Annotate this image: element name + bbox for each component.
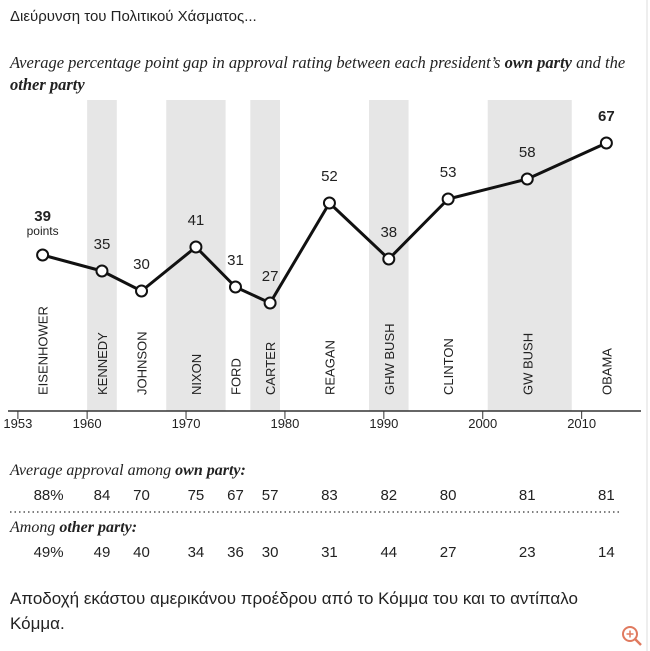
row-value: 31 (321, 544, 338, 561)
value-label: 27 (262, 268, 279, 285)
president-label: EISENHOWER (36, 306, 51, 395)
shaded-period (87, 100, 117, 411)
zoom-lens (622, 626, 638, 642)
data-point (382, 252, 396, 266)
chart-title: Διεύρυνση του Πολιτικού Χάσματος... (10, 8, 257, 25)
row-value: 83 (321, 487, 338, 504)
president-label: GW BUSH (520, 333, 535, 395)
chart-subtitle: Average percentage point gap in approval… (10, 52, 630, 96)
value-label: 39 (34, 208, 51, 225)
x-tick-label: 2010 (567, 416, 596, 431)
row-value: 80 (440, 487, 457, 504)
data-point (599, 136, 613, 150)
shaded-period (487, 100, 572, 411)
value-label: 53 (440, 164, 457, 181)
value-label: 35 (94, 236, 111, 253)
x-tick-label: 1970 (172, 416, 201, 431)
president-label: GHW BUSH (382, 324, 397, 396)
president-label: OBAMA (599, 348, 614, 395)
value-label: 58 (519, 144, 536, 161)
row-value: 84 (94, 487, 111, 504)
data-point (441, 192, 455, 206)
row-value: 40 (133, 544, 150, 561)
zoom-handle (634, 638, 642, 646)
row-label: Among other party: (9, 519, 137, 536)
row-value: 88% (34, 487, 64, 504)
row-value: 49 (94, 544, 111, 561)
subtitle-emphasis: own party (504, 53, 572, 72)
row-label-text: Average approval among (9, 462, 175, 479)
x-tick-label: 1953 (3, 416, 32, 431)
data-point (95, 264, 109, 278)
row-value: 14 (598, 544, 615, 561)
subtitle-emphasis: other party (10, 75, 85, 94)
data-point (36, 248, 50, 262)
row-value: 36 (227, 544, 244, 561)
subtitle-text: and the (572, 53, 626, 72)
row-value: 34 (188, 544, 205, 561)
x-tick-label: 2000 (468, 416, 497, 431)
president-label: JOHNSON (135, 331, 150, 395)
row-value: 27 (440, 544, 457, 561)
row-value: 23 (519, 544, 536, 561)
row-label: Average approval among own party: (9, 462, 246, 479)
subtitle-text: Average percentage point gap in approval… (10, 53, 505, 72)
data-point (135, 284, 149, 298)
president-label: FORD (228, 358, 243, 395)
president-label: CLINTON (441, 338, 456, 395)
value-label: 52 (321, 168, 338, 185)
row-label-text: Among (9, 519, 59, 536)
value-label: 38 (380, 224, 397, 241)
president-label: REAGAN (322, 340, 337, 395)
zoom-icon[interactable] (622, 626, 642, 646)
row-value: 30 (262, 544, 279, 561)
row-label-emphasis: own party: (175, 462, 246, 479)
president-label: NIXON (189, 354, 204, 395)
row-value: 70 (133, 487, 150, 504)
row-value: 49% (34, 544, 64, 561)
x-tick-label: 1980 (270, 416, 299, 431)
data-point (322, 196, 336, 210)
x-tick-label: 1960 (73, 416, 102, 431)
value-label: 67 (598, 108, 615, 125)
shaded-period (250, 100, 280, 411)
value-label: 31 (227, 252, 244, 269)
caption: Αποδοχή εκάστου αμερικάνου προέδρου από … (10, 589, 578, 633)
x-tick-label: 1990 (369, 416, 398, 431)
row-value: 81 (598, 487, 615, 504)
shaded-period (166, 100, 226, 411)
president-label: CARTER (263, 342, 278, 395)
data-point (263, 296, 277, 310)
row-value: 82 (380, 487, 397, 504)
unit-annotation: points (27, 224, 59, 238)
president-label: KENNEDY (95, 332, 110, 395)
row-value: 44 (380, 544, 397, 561)
value-label: 41 (188, 212, 205, 229)
row-value: 75 (188, 487, 205, 504)
data-point (189, 240, 203, 254)
row-value: 57 (262, 487, 279, 504)
value-label: 30 (133, 256, 150, 273)
row-value: 81 (519, 487, 536, 504)
row-label-emphasis: other party: (59, 519, 137, 536)
data-point (520, 172, 534, 186)
row-value: 67 (227, 487, 244, 504)
data-point (228, 280, 242, 294)
